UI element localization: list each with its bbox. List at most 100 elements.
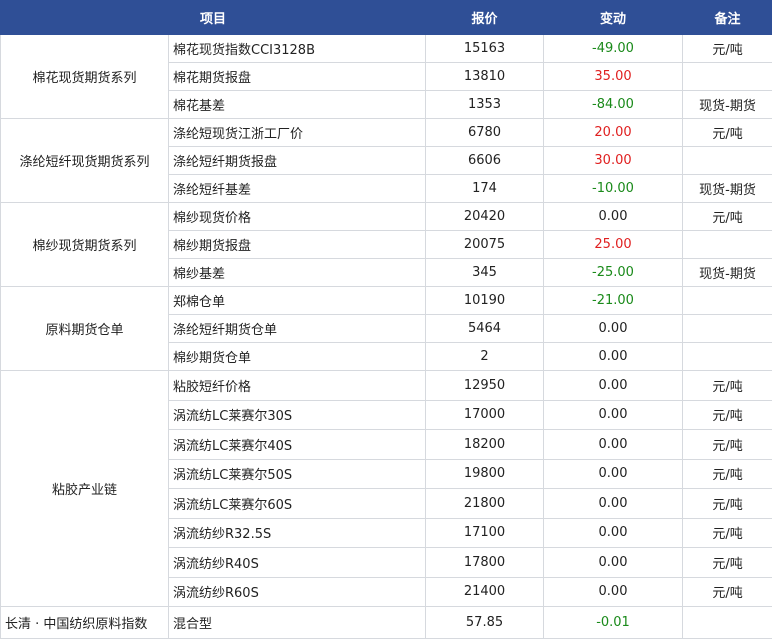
change-cell: 0.00: [544, 430, 683, 460]
price-cell: 21800: [426, 489, 544, 519]
note-cell: [683, 147, 772, 175]
price-cell: 13810: [426, 63, 544, 91]
change-cell: 0.00: [544, 518, 683, 548]
change-cell: 35.00: [544, 63, 683, 91]
note-cell: 元/吨: [683, 459, 772, 489]
group-cell: 原料期货仓单: [1, 287, 169, 371]
note-cell: 元/吨: [683, 35, 772, 63]
item-cell: 棉花期货报盘: [169, 63, 426, 91]
group-cell: 棉纱现货期货系列: [1, 203, 169, 287]
note-cell: [683, 343, 772, 371]
price-cell: 18200: [426, 430, 544, 460]
change-cell: 0.00: [544, 203, 683, 231]
change-cell: -49.00: [544, 35, 683, 63]
note-cell: [683, 63, 772, 91]
price-cell: 174: [426, 175, 544, 203]
item-cell: 棉纱基差: [169, 259, 426, 287]
header-cell: 项目: [1, 1, 426, 35]
item-cell: 粘胶短纤价格: [169, 371, 426, 401]
change-cell: -0.01: [544, 607, 683, 639]
price-cell: 19800: [426, 459, 544, 489]
note-cell: 元/吨: [683, 577, 772, 607]
price-cell: 21400: [426, 577, 544, 607]
header-cell: 报价: [426, 1, 544, 35]
item-cell: 涤纶短纤期货仓单: [169, 315, 426, 343]
note-cell: [683, 231, 772, 259]
item-cell: 涡流纺LC莱赛尔60S: [169, 489, 426, 519]
item-cell: 混合型: [169, 607, 426, 639]
change-cell: 0.00: [544, 371, 683, 401]
change-cell: 0.00: [544, 400, 683, 430]
note-cell: 现货-期货: [683, 175, 772, 203]
group-cell: 棉花现货期货系列: [1, 35, 169, 119]
item-cell: 涡流纺纱R32.5S: [169, 518, 426, 548]
change-cell: -84.00: [544, 91, 683, 119]
note-cell: 元/吨: [683, 203, 772, 231]
change-cell: 30.00: [544, 147, 683, 175]
note-cell: [683, 607, 772, 639]
item-cell: 棉纱现货价格: [169, 203, 426, 231]
price-cell: 17000: [426, 400, 544, 430]
note-cell: 现货-期货: [683, 259, 772, 287]
note-cell: 元/吨: [683, 400, 772, 430]
change-cell: 0.00: [544, 577, 683, 607]
change-cell: 25.00: [544, 231, 683, 259]
note-cell: [683, 287, 772, 315]
change-cell: 20.00: [544, 119, 683, 147]
price-cell: 57.85: [426, 607, 544, 639]
price-cell: 6606: [426, 147, 544, 175]
price-cell: 17800: [426, 548, 544, 578]
price-cell: 2: [426, 343, 544, 371]
item-cell: 涡流纺LC莱赛尔50S: [169, 459, 426, 489]
change-cell: -10.00: [544, 175, 683, 203]
item-cell: 涡流纺LC莱赛尔40S: [169, 430, 426, 460]
item-cell: 棉纱期货报盘: [169, 231, 426, 259]
item-cell: 涤纶短现货江浙工厂价: [169, 119, 426, 147]
item-cell: 涡流纺纱R40S: [169, 548, 426, 578]
item-cell: 涤纶短纤基差: [169, 175, 426, 203]
change-cell: 0.00: [544, 459, 683, 489]
price-cell: 10190: [426, 287, 544, 315]
item-cell: 涡流纺LC莱赛尔30S: [169, 400, 426, 430]
change-cell: 0.00: [544, 315, 683, 343]
price-cell: 6780: [426, 119, 544, 147]
price-cell: 1353: [426, 91, 544, 119]
group-cell: 粘胶产业链: [1, 371, 169, 607]
note-cell: 元/吨: [683, 119, 772, 147]
note-cell: 元/吨: [683, 548, 772, 578]
note-cell: 元/吨: [683, 430, 772, 460]
price-cell: 20075: [426, 231, 544, 259]
group-cell: 长清 · 中国纺织原料指数: [1, 607, 169, 639]
change-cell: 0.00: [544, 489, 683, 519]
note-cell: 元/吨: [683, 371, 772, 401]
note-cell: 元/吨: [683, 518, 772, 548]
price-cell: 20420: [426, 203, 544, 231]
price-cell: 12950: [426, 371, 544, 401]
header-row: 项目 报价 变动 备注: [1, 1, 772, 35]
change-cell: -25.00: [544, 259, 683, 287]
price-cell: 345: [426, 259, 544, 287]
change-cell: 0.00: [544, 548, 683, 578]
note-cell: [683, 315, 772, 343]
item-cell: 棉花基差: [169, 91, 426, 119]
item-cell: 棉纱期货仓单: [169, 343, 426, 371]
change-cell: 0.00: [544, 343, 683, 371]
item-cell: 郑棉仓单: [169, 287, 426, 315]
header-cell: 变动: [544, 1, 683, 35]
price-cell: 15163: [426, 35, 544, 63]
item-cell: 涡流纺纱R60S: [169, 577, 426, 607]
price-cell: 5464: [426, 315, 544, 343]
change-cell: -21.00: [544, 287, 683, 315]
group-cell: 涤纶短纤现货期货系列: [1, 119, 169, 203]
header-cell: 备注: [683, 1, 772, 35]
note-cell: 元/吨: [683, 489, 772, 519]
